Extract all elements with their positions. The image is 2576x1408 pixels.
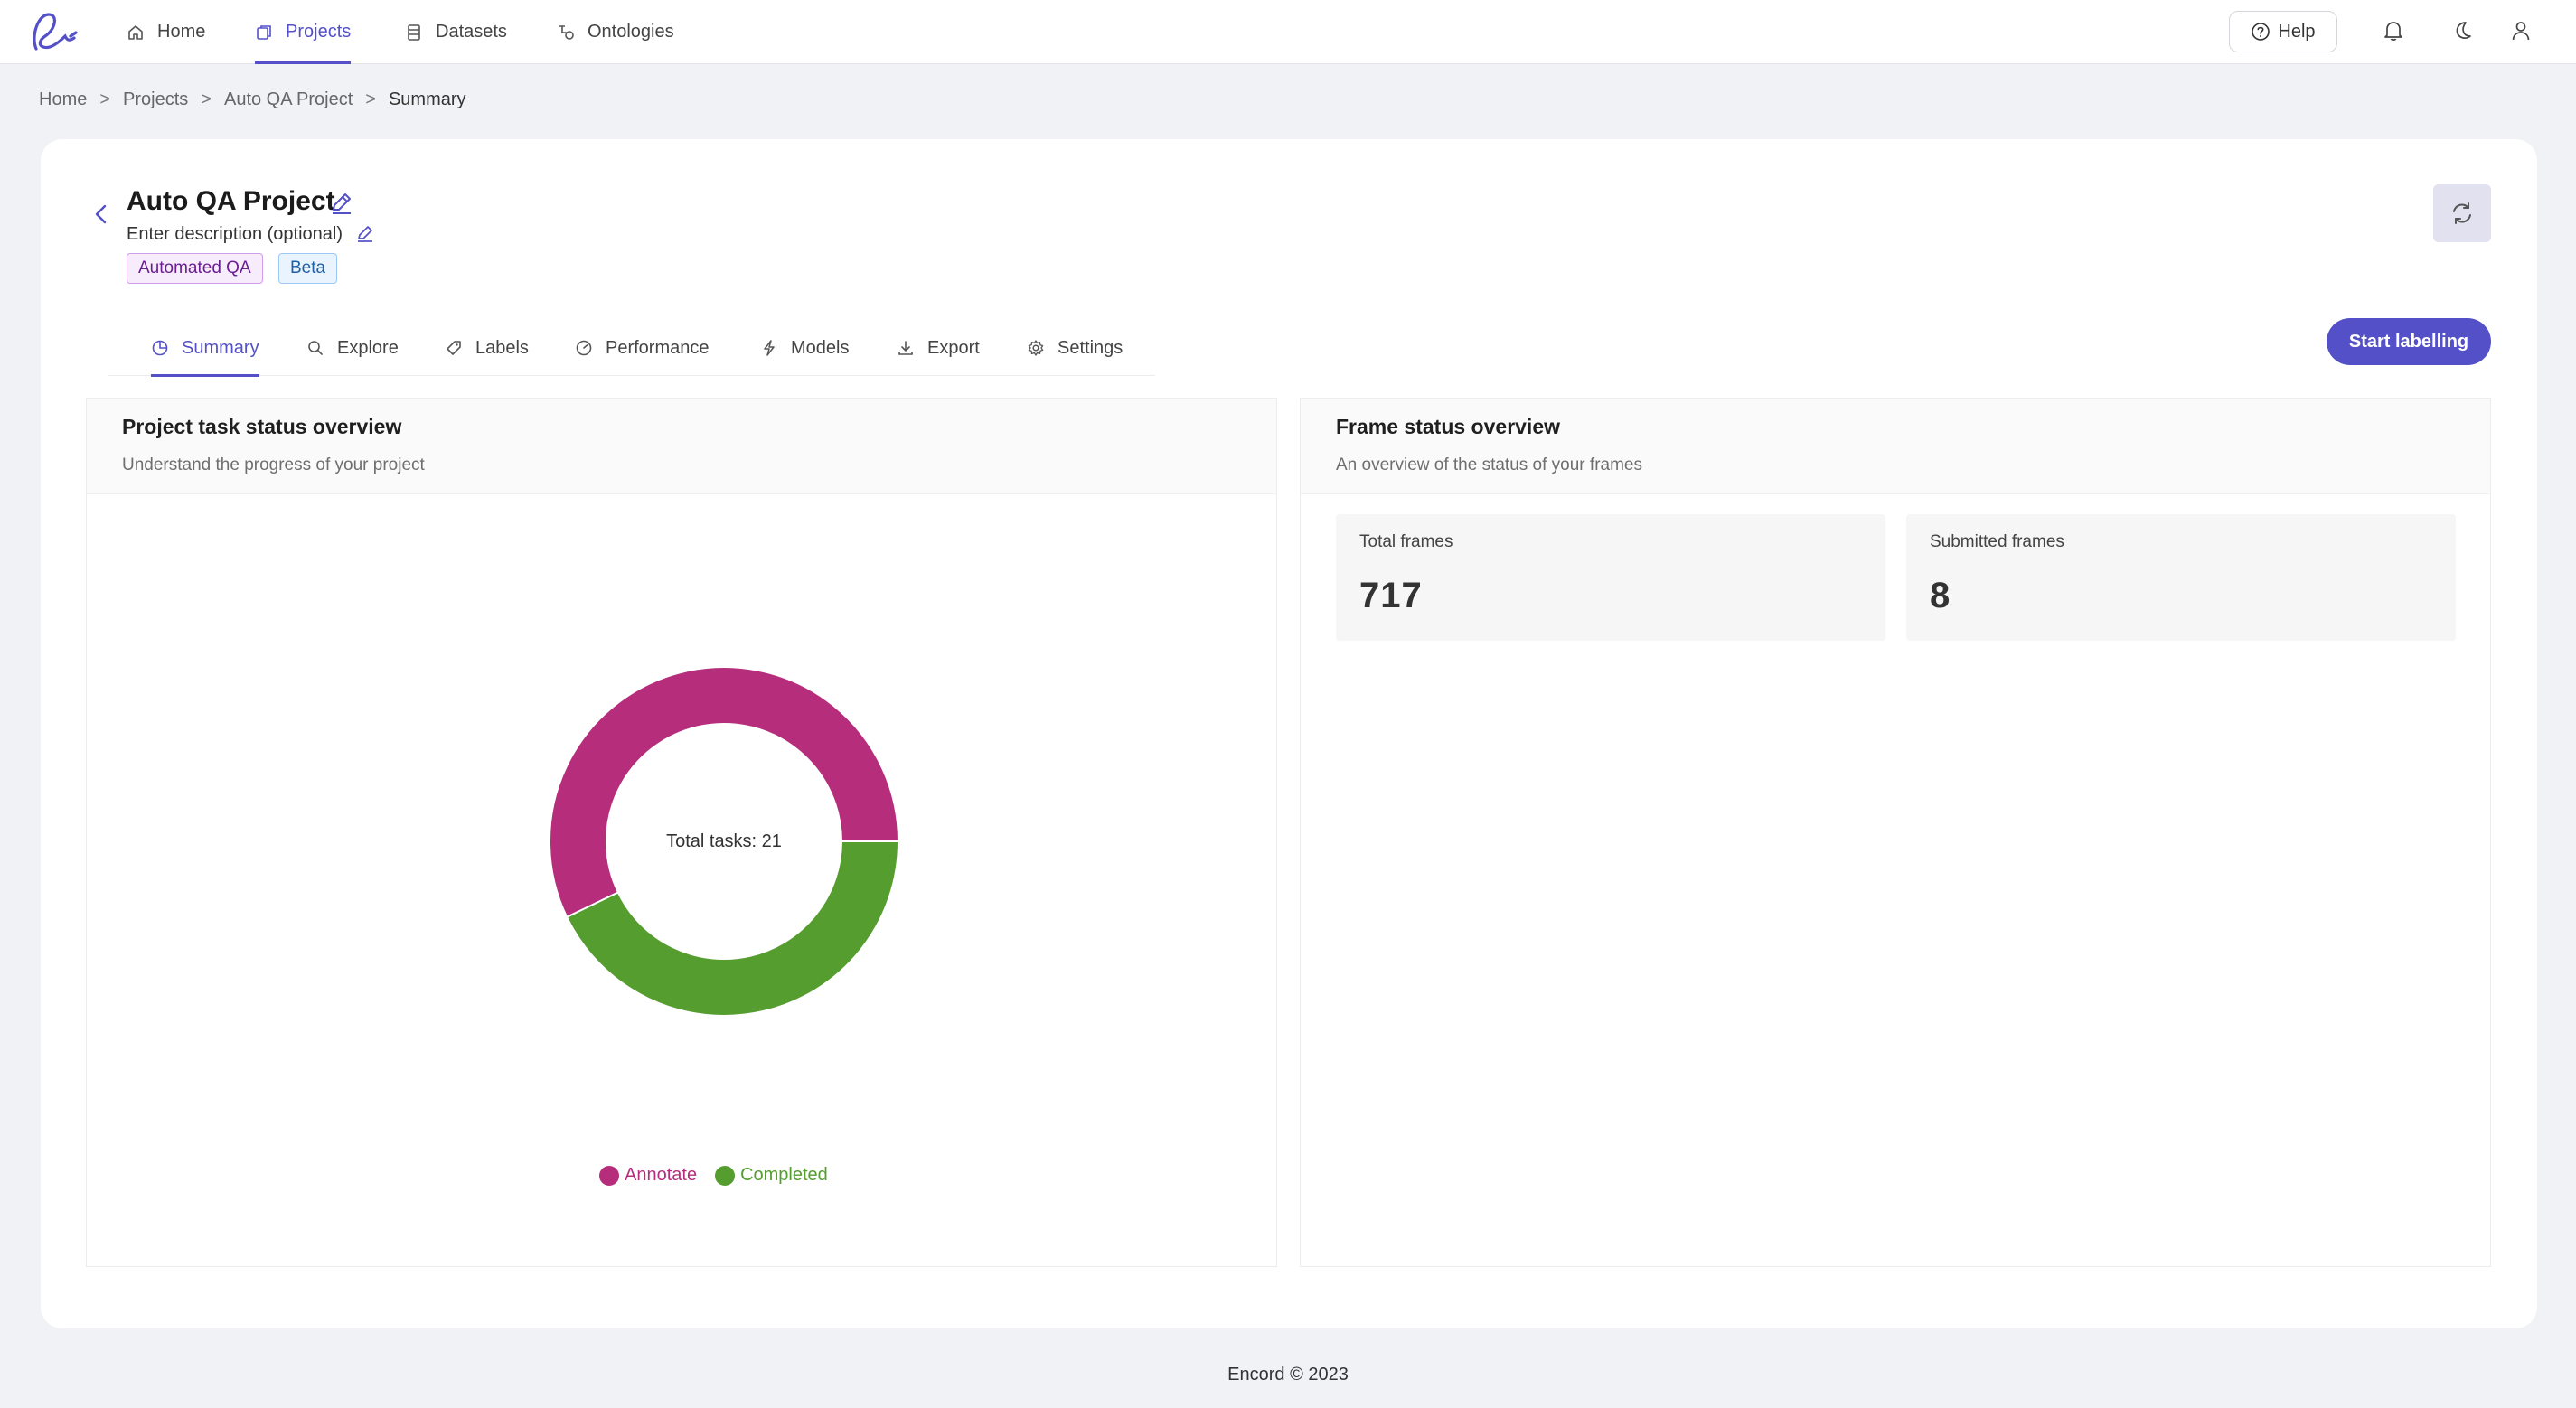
help-button[interactable]: Help	[2229, 11, 2337, 52]
help-icon	[2252, 23, 2270, 41]
bell-icon	[2384, 22, 2402, 41]
download-icon	[898, 341, 913, 355]
panel-title: Project task status overview	[122, 415, 402, 438]
project-title: Auto QA Project	[127, 186, 335, 216]
nav-item-label: Ontologies	[588, 22, 674, 42]
panel-title: Frame status overview	[1336, 415, 1561, 438]
start-labelling-button[interactable]: Start labelling	[2327, 318, 2491, 365]
donut-svg	[549, 666, 900, 1017]
datasets-icon	[408, 23, 420, 41]
pie-chart-icon	[152, 340, 168, 356]
ontologies-icon	[559, 24, 574, 40]
nav-item-label: Home	[157, 22, 206, 42]
edit-description-pencil-icon[interactable]	[355, 224, 375, 244]
nav-item-home[interactable]: Home	[127, 0, 205, 64]
nav-item-projects[interactable]: Projects	[255, 0, 352, 64]
breadcrumb-current: Summary	[388, 89, 466, 109]
project-tabs: Summary Explore Labels Performance Model…	[108, 320, 1155, 377]
chart-legend: Annotate Completed	[599, 1165, 828, 1186]
breadcrumb-separator: >	[365, 89, 376, 109]
tab-performance[interactable]: Performance	[575, 320, 710, 376]
tab-label: Export	[927, 337, 980, 358]
theme-toggle-button[interactable]	[2448, 16, 2477, 45]
refresh-button[interactable]	[2433, 184, 2491, 242]
tag-automated-qa: Automated QA	[127, 253, 263, 284]
search-icon	[308, 341, 323, 355]
tab-settings[interactable]: Settings	[1027, 320, 1123, 376]
tab-explore[interactable]: Explore	[306, 320, 399, 376]
stat-label: Submitted frames	[1930, 532, 2064, 551]
tab-label: Summary	[182, 337, 259, 358]
project-description[interactable]: Enter description (optional)	[127, 224, 343, 244]
tab-label: Models	[791, 337, 850, 358]
encord-logo[interactable]	[29, 9, 81, 56]
help-label: Help	[2278, 21, 2316, 42]
gauge-icon	[576, 340, 592, 356]
tab-label: Settings	[1058, 337, 1123, 358]
projects-icon	[257, 24, 271, 40]
project-card: Auto QA Project Enter description (optio…	[41, 139, 2537, 1328]
back-arrow-icon[interactable]	[88, 201, 115, 228]
panel-subtitle: An overview of the status of your frames	[1336, 455, 1642, 474]
stat-label: Total frames	[1359, 532, 1453, 551]
breadcrumb: Home > Projects > Auto QA Project > Summ…	[39, 89, 466, 110]
tab-summary[interactable]: Summary	[151, 320, 259, 377]
tab-models[interactable]: Models	[760, 320, 849, 376]
footer-copyright: Encord © 2023	[1227, 1365, 1349, 1385]
stat-value: 8	[1930, 576, 1951, 615]
legend-item-annotate[interactable]: Annotate	[599, 1165, 697, 1186]
tag-beta: Beta	[278, 253, 338, 284]
panel-header: Project task status overview Understand …	[87, 399, 1276, 494]
breadcrumb-separator: >	[201, 89, 212, 109]
legend-dot	[599, 1165, 619, 1186]
user-icon	[2512, 22, 2530, 41]
tab-label: Performance	[606, 337, 710, 358]
refresh-icon	[2453, 202, 2471, 224]
nav-item-ontologies[interactable]: Ontologies	[557, 0, 674, 64]
total-frames-stat: Total frames 717	[1336, 514, 1885, 641]
task-donut-chart: Total tasks: 21	[543, 661, 905, 1022]
nav-item-label: Projects	[286, 22, 352, 42]
donut-slice-completed[interactable]	[565, 840, 900, 1017]
nav-item-label: Datasets	[436, 22, 507, 42]
tab-label: Explore	[337, 337, 399, 358]
legend-dot	[715, 1165, 736, 1186]
legend-label: Completed	[740, 1165, 828, 1185]
donut-center-label: Total tasks: 21	[666, 831, 782, 851]
tab-export[interactable]: Export	[897, 320, 980, 376]
breadcrumb-separator: >	[99, 89, 111, 109]
notifications-button[interactable]	[2379, 16, 2408, 45]
legend-label: Annotate	[625, 1165, 698, 1185]
donut-slice-annotate[interactable]	[549, 666, 900, 919]
breadcrumb-project[interactable]: Auto QA Project	[223, 89, 353, 109]
user-menu-button[interactable]	[2506, 16, 2535, 45]
gear-icon	[1028, 340, 1044, 356]
submitted-frames-stat: Submitted frames 8	[1906, 514, 2456, 641]
home-icon	[128, 24, 143, 40]
tab-label: Labels	[475, 337, 529, 358]
frame-status-panel: Frame status overview An overview of the…	[1300, 398, 2491, 1267]
legend-item-completed[interactable]: Completed	[715, 1165, 828, 1186]
top-navigation-bar: Home Projects Datasets Ontologies Help	[0, 0, 2576, 64]
breadcrumb-projects[interactable]: Projects	[123, 89, 189, 109]
nav-item-datasets[interactable]: Datasets	[405, 0, 507, 64]
panel-subtitle: Understand the progress of your project	[122, 455, 425, 474]
tab-labels[interactable]: Labels	[445, 320, 529, 376]
moon-icon	[2456, 22, 2471, 39]
lightning-icon	[764, 340, 775, 356]
stat-value: 717	[1359, 576, 1423, 615]
task-status-panel: Project task status overview Understand …	[86, 398, 1277, 1267]
edit-title-pencil-icon[interactable]	[328, 190, 355, 217]
tag-icon	[447, 341, 461, 355]
breadcrumb-home[interactable]: Home	[39, 89, 88, 109]
panel-header: Frame status overview An overview of the…	[1301, 399, 2490, 494]
